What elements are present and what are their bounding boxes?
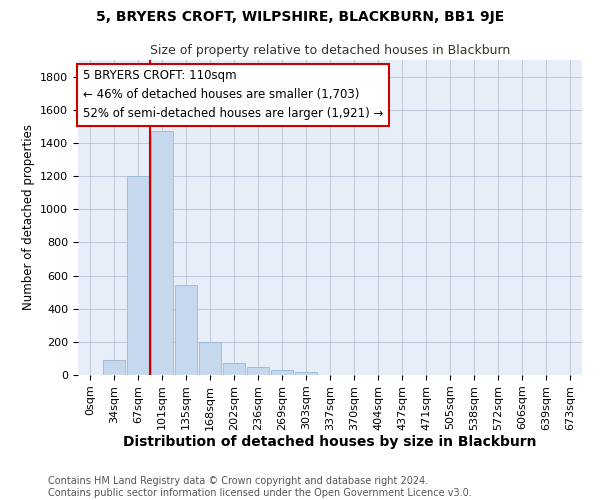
Bar xyxy=(151,132,173,375)
Bar xyxy=(247,366,269,375)
Text: 5, BRYERS CROFT, WILPSHIRE, BLACKBURN, BB1 9JE: 5, BRYERS CROFT, WILPSHIRE, BLACKBURN, B… xyxy=(96,10,504,24)
Y-axis label: Number of detached properties: Number of detached properties xyxy=(22,124,35,310)
Bar xyxy=(199,342,221,375)
X-axis label: Distribution of detached houses by size in Blackburn: Distribution of detached houses by size … xyxy=(123,436,537,450)
Bar xyxy=(103,360,125,375)
Title: Size of property relative to detached houses in Blackburn: Size of property relative to detached ho… xyxy=(150,44,510,58)
Bar xyxy=(127,176,149,375)
Bar xyxy=(271,370,293,375)
Text: 5 BRYERS CROFT: 110sqm
← 46% of detached houses are smaller (1,703)
52% of semi-: 5 BRYERS CROFT: 110sqm ← 46% of detached… xyxy=(83,70,383,120)
Text: Contains HM Land Registry data © Crown copyright and database right 2024.
Contai: Contains HM Land Registry data © Crown c… xyxy=(48,476,472,498)
Bar xyxy=(223,364,245,375)
Bar xyxy=(295,372,317,375)
Bar xyxy=(175,286,197,375)
